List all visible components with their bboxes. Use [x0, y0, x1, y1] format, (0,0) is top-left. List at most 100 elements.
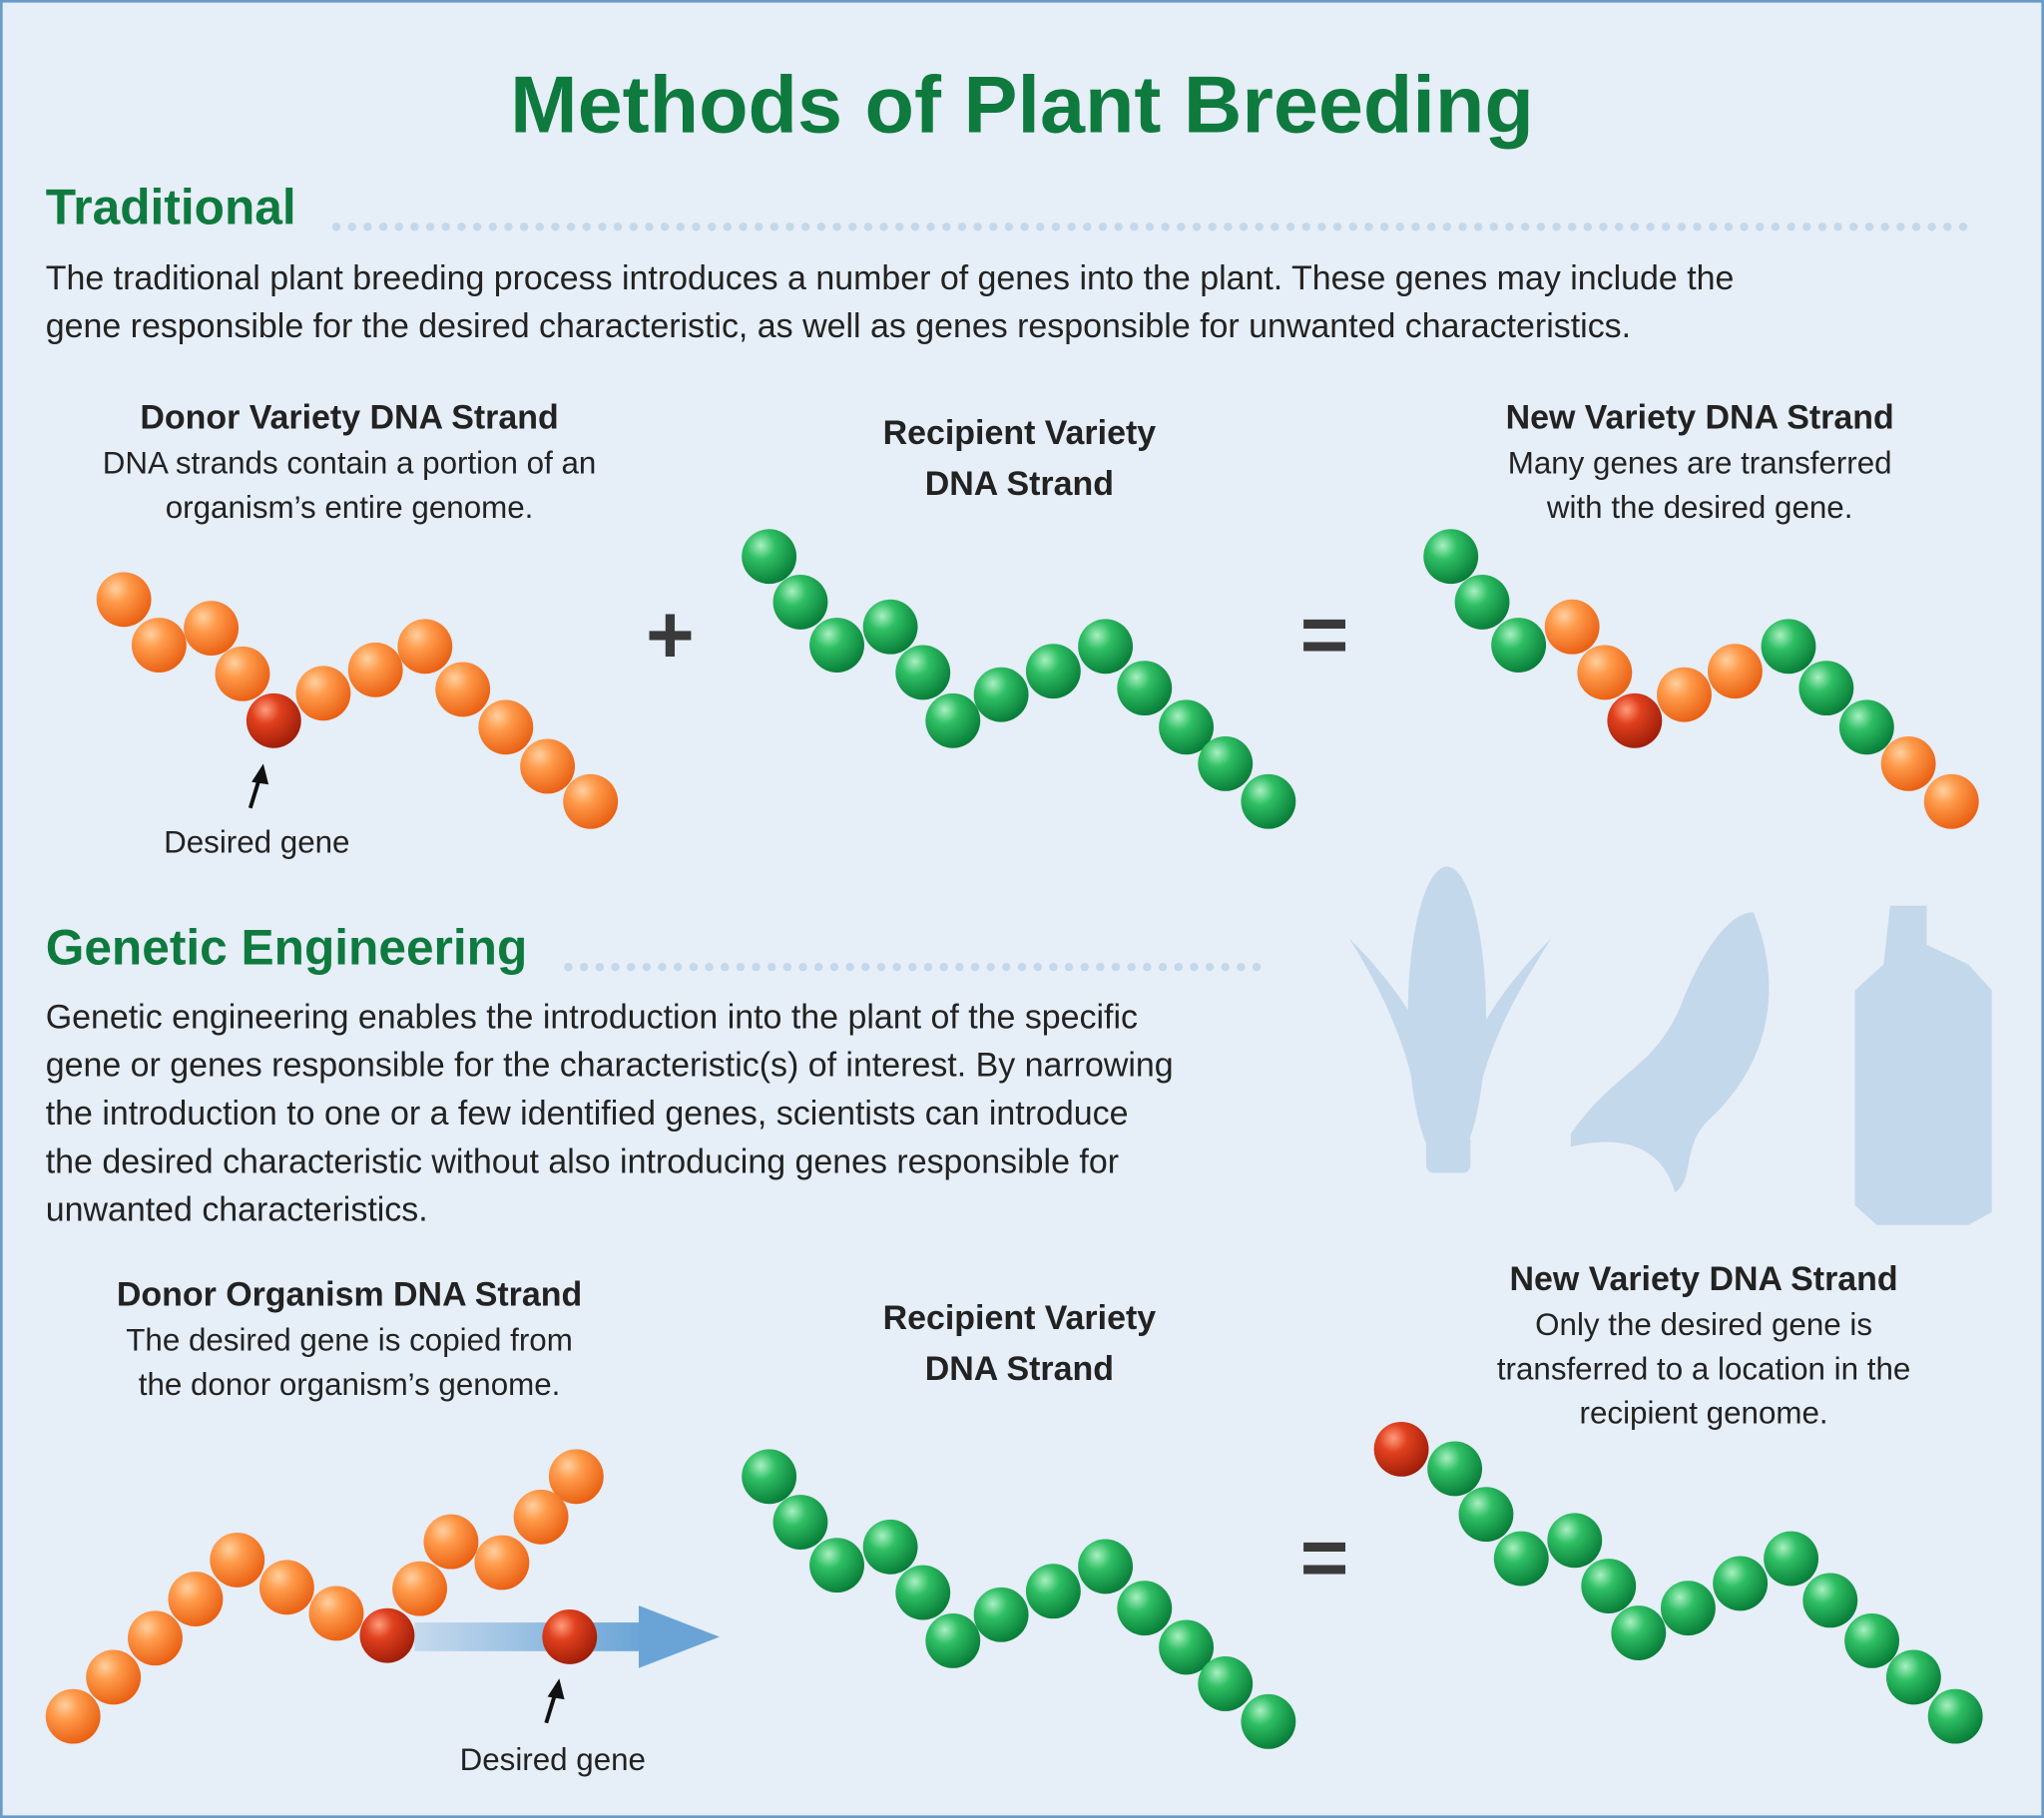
dotted-rule [1411, 223, 1420, 231]
dna-bead [215, 646, 270, 701]
dna-bead [1427, 1441, 1483, 1497]
dna-bead [1607, 692, 1663, 748]
dotted-rule [1143, 962, 1152, 972]
dotted-rule [658, 962, 667, 972]
dotted-rule [1817, 223, 1827, 231]
dna-bead [1078, 1539, 1134, 1594]
dotted-rule [1114, 223, 1123, 231]
dotted-rule [535, 223, 544, 231]
dotted-rule [1252, 962, 1262, 972]
dna-bead [210, 1532, 265, 1588]
dotted-rule [1927, 223, 1936, 231]
dotted-rule [519, 223, 529, 231]
dotted-rule [1599, 223, 1608, 231]
dotted-rule [801, 223, 810, 231]
dotted-rule [676, 223, 685, 231]
panel-description: Many genes are transferred [1508, 446, 1892, 481]
dna-bead [392, 1561, 448, 1616]
dotted-rule [1395, 223, 1404, 231]
panel-title: DNA Strand [925, 1350, 1114, 1388]
dotted-rule [1662, 223, 1671, 231]
dna-bead [1611, 1605, 1667, 1660]
dotted-rule [1064, 962, 1074, 972]
dotted-rule [626, 962, 636, 972]
dotted-rule [1880, 223, 1889, 231]
dotted-rule [363, 223, 372, 231]
dna-bead [359, 1607, 415, 1663]
dna-bead [1798, 661, 1854, 716]
dotted-rule [1709, 223, 1718, 231]
dna-bead [131, 618, 187, 673]
operator: = [1300, 588, 1349, 682]
dotted-rule [441, 223, 450, 231]
dotted-rule [1158, 962, 1168, 972]
panel-description: organism’s entire genome. [166, 490, 534, 525]
section-body-line: gene responsible for the desired charact… [46, 307, 1631, 345]
crop-silhouettes [1348, 866, 1992, 1225]
dotted-rule [1049, 962, 1058, 972]
dotted-rule [1192, 223, 1202, 231]
dna-bead [862, 1519, 918, 1575]
dna-bead [1761, 619, 1816, 675]
dotted-rule [769, 223, 779, 231]
dna-bead [308, 1586, 364, 1641]
dotted-rule [1190, 962, 1199, 972]
dna-bead [1198, 1656, 1254, 1711]
dna-bead [423, 1514, 479, 1570]
dotted-rule [1004, 223, 1014, 231]
dna-bead [742, 529, 797, 585]
dna-bead [925, 692, 981, 748]
dotted-rule [1111, 962, 1121, 972]
dotted-rule [1630, 223, 1640, 231]
dotted-rule [1301, 223, 1310, 231]
dotted-rule [347, 223, 356, 231]
dotted-rule [1332, 223, 1342, 231]
dotted-rule [1067, 223, 1076, 231]
dna-bead [973, 667, 1029, 722]
dotted-rule [1724, 223, 1734, 231]
panel-title: DNA Strand [925, 465, 1114, 503]
dotted-rule [1285, 223, 1295, 231]
dotted-rule [910, 223, 920, 231]
dotted-rule [879, 223, 888, 231]
dotted-rule [1237, 962, 1246, 972]
dotted-rule [1096, 962, 1105, 972]
dotted-rule [1489, 223, 1498, 231]
panel-title: Recipient Variety [883, 1299, 1157, 1337]
dotted-rule [488, 223, 497, 231]
dotted-rule [1615, 223, 1624, 231]
dotted-rule [1911, 223, 1921, 231]
panel-title: Recipient Variety [883, 414, 1157, 452]
dotted-rule [1020, 223, 1029, 231]
dotted-rule [1552, 223, 1561, 231]
dna-bead [1547, 1513, 1603, 1569]
dotted-rule [957, 223, 967, 231]
dotted-rule [892, 962, 901, 972]
transfer-arrow-shaft [414, 1622, 643, 1651]
dotted-rule [845, 962, 854, 972]
dotted-rule [410, 223, 419, 231]
dna-bead [1802, 1573, 1858, 1628]
dna-bead [295, 666, 351, 721]
dna-bead [1078, 619, 1134, 675]
dotted-rule [504, 223, 513, 231]
dotted-rule [1208, 223, 1217, 231]
panel-title: New Variety DNA Strand [1506, 399, 1894, 437]
operator: = [1300, 1510, 1349, 1603]
dotted-rule [1864, 223, 1874, 231]
dotted-rule [955, 962, 964, 972]
dotted-rule [689, 962, 699, 972]
dotted-rule [1033, 962, 1042, 972]
dotted-rule [973, 223, 982, 231]
dotted-rule [582, 223, 591, 231]
dotted-rule [1161, 223, 1170, 231]
dotted-rule [832, 223, 841, 231]
dna-bead [184, 601, 240, 656]
dotted-rule [1583, 223, 1593, 231]
dotted-rule [566, 223, 576, 231]
dotted-rule [613, 223, 623, 231]
dotted-rule [736, 962, 746, 972]
dotted-rule [848, 223, 857, 231]
dotted-rule [645, 223, 654, 231]
